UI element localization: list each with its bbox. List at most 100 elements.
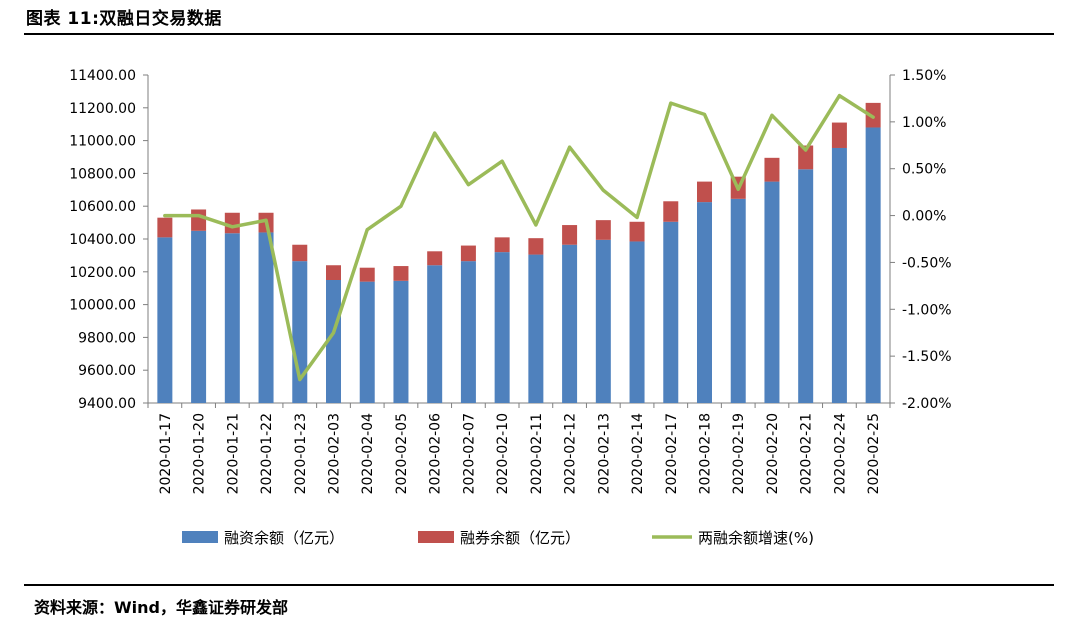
growth-point — [197, 214, 201, 218]
margin-balance-bar — [595, 239, 611, 403]
legend-swatch — [182, 531, 218, 543]
x-tick-label: 2020-02-06 — [428, 413, 444, 494]
x-tick-label: 2020-02-07 — [461, 413, 477, 494]
margin-balance-bar — [831, 147, 847, 403]
axes-layer: 11400.00 11200.00 11000.00 10800.00 10600.00… — [69, 68, 951, 494]
x-tick-label: 2020-01-20 — [192, 413, 208, 494]
growth-point — [568, 145, 572, 149]
growth-point — [736, 187, 740, 191]
growth-point — [365, 228, 369, 232]
margin-balance-bar — [157, 237, 173, 403]
figure-title: 图表 11:双融日交易数据 — [26, 9, 222, 29]
x-tick-label: 2020-02-18 — [698, 413, 714, 494]
x-tick-label: 2020-02-20 — [765, 413, 781, 494]
bars-layer — [157, 102, 881, 403]
right-tick-label: -1.50% — [902, 349, 952, 365]
right-tick-label: -0.50% — [902, 255, 952, 271]
right-tick-label: 0.00% — [902, 209, 946, 225]
short-balance-bar — [326, 265, 341, 280]
right-tick-label: 1.50% — [902, 68, 946, 84]
growth-point — [703, 112, 706, 116]
growth-point — [534, 223, 538, 227]
short-balance-bar — [697, 181, 712, 203]
x-tick-label: 2020-01-17 — [158, 413, 174, 494]
legend-label: 融券余额（亿元） — [460, 529, 580, 547]
x-tick-label: 2020-01-21 — [225, 413, 241, 494]
short-balance-bar — [798, 145, 814, 170]
legend: 融资余额（亿元） 融券余额（亿元） 两融余额增速(%) — [182, 529, 814, 547]
right-tick-label: -1.00% — [902, 302, 952, 318]
short-balance-bar — [157, 217, 173, 238]
left-tick-label: 10800.00 — [69, 166, 136, 182]
margin-balance-bar — [258, 232, 274, 403]
growth-line-layer — [163, 93, 875, 382]
margin-balance-bar — [359, 281, 375, 403]
margin-balance-bar — [393, 280, 409, 403]
short-balance-bar — [460, 245, 476, 262]
margin-balance-bar — [865, 127, 881, 403]
growth-point — [298, 378, 302, 382]
left-tick-label: 10600.00 — [69, 199, 136, 215]
legend-swatch — [418, 531, 454, 543]
short-balance-bar — [764, 157, 780, 182]
margin-balance-bar — [427, 265, 443, 403]
margin-balance-bar — [292, 261, 308, 403]
margin-balance-bar — [494, 252, 510, 403]
left-tick-label: 10200.00 — [69, 265, 136, 281]
margin-balance-bar — [562, 244, 578, 403]
growth-point — [230, 225, 234, 229]
right-tick-label: 0.50% — [902, 162, 946, 178]
short-balance-bar — [427, 251, 443, 266]
x-tick-label: 2020-02-17 — [664, 413, 680, 494]
x-tick-label: 2020-02-25 — [866, 413, 882, 494]
x-tick-label: 2020-02-19 — [731, 413, 747, 494]
short-balance-bar — [494, 237, 510, 253]
short-balance-bar — [595, 220, 611, 240]
growth-point — [466, 183, 470, 187]
source-note: 资料来源：Wind，华鑫证券研发部 — [34, 598, 288, 617]
margin-balance-bar — [764, 181, 780, 403]
top-rule — [24, 33, 1054, 35]
left-tick-label: 11400.00 — [69, 68, 136, 84]
left-tick-label: 9800.00 — [78, 330, 136, 346]
x-tick-label: 2020-02-21 — [799, 413, 815, 494]
growth-line — [163, 93, 875, 382]
legend-label: 融资余额（亿元） — [224, 529, 344, 547]
growth-point — [399, 204, 403, 208]
x-tick-label: 2020-02-10 — [495, 413, 511, 494]
growth-point — [871, 115, 875, 119]
x-tick-label: 2020-01-23 — [293, 413, 309, 494]
x-tick-label: 2020-02-14 — [630, 413, 646, 494]
x-tick-label: 2020-02-12 — [563, 413, 579, 494]
growth-point — [669, 101, 673, 105]
margin-balance-bar — [191, 230, 207, 403]
left-tick-label: 11200.00 — [69, 101, 136, 117]
growth-point — [500, 159, 504, 163]
x-tick-label: 2020-02-04 — [360, 413, 376, 494]
short-balance-bar — [359, 267, 375, 282]
left-tick-label: 11000.00 — [69, 134, 136, 150]
right-tick-label: 1.00% — [902, 115, 946, 131]
x-tick-label: 2020-02-03 — [327, 413, 343, 494]
margin-balance-bar — [629, 241, 645, 403]
margin-balance-bar — [326, 280, 341, 403]
margin-balance-bar — [528, 254, 544, 403]
growth-point — [804, 148, 808, 152]
short-balance-bar — [292, 244, 308, 262]
short-balance-bar — [224, 212, 240, 234]
margin-balance-bar — [460, 261, 476, 403]
short-balance-bar — [528, 238, 544, 255]
x-tick-label: 2020-02-13 — [596, 413, 612, 494]
x-tick-label: 2020-02-11 — [529, 413, 545, 494]
x-tick-label: 2020-02-05 — [394, 413, 410, 494]
margin-balance-bar — [224, 233, 240, 403]
growth-point — [332, 331, 335, 335]
short-balance-bar — [629, 221, 645, 242]
short-balance-bar — [831, 122, 847, 148]
margin-balance-bar — [663, 221, 679, 403]
short-balance-bar — [191, 209, 207, 231]
margin-balance-bar — [730, 198, 746, 403]
growth-point — [601, 188, 605, 192]
x-tick-label: 2020-02-24 — [832, 413, 848, 494]
left-tick-label: 10000.00 — [69, 298, 136, 314]
